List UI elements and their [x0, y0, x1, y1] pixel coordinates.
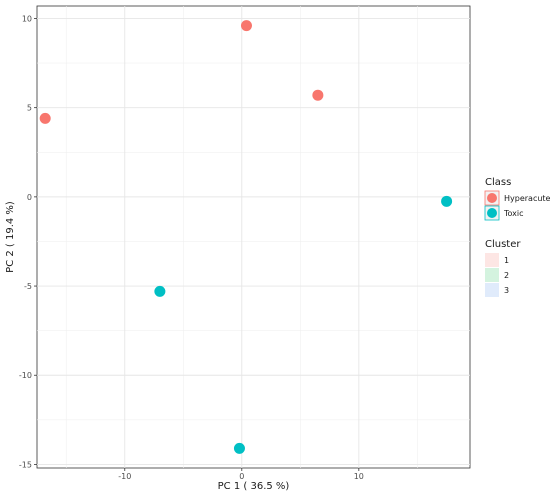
- grid-lines: [37, 6, 470, 468]
- data-point-hyperacute: [240, 20, 252, 32]
- plot-panel: [36, 5, 471, 469]
- legend-cluster-swatch: [485, 268, 499, 282]
- legend-key-dot: [487, 208, 497, 218]
- y-tick-label: -5: [24, 282, 32, 291]
- y-axis-title: PC 2 ( 19.4 %): [5, 201, 16, 273]
- y-tick-label: -10: [19, 371, 32, 380]
- legend-class: Class Hyperacute Toxic: [484, 177, 550, 221]
- data-point-toxic: [233, 442, 245, 454]
- data-points: [39, 20, 453, 454]
- x-tick-label: 10: [354, 472, 364, 481]
- legend-class-label: Hyperacute: [504, 194, 550, 203]
- y-tick-label: 0: [27, 193, 32, 202]
- legend-cluster-label: 3: [504, 286, 509, 295]
- x-axis-title: PC 1 ( 36.5 %): [218, 481, 290, 492]
- x-tick-label: -10: [118, 472, 131, 481]
- data-point-hyperacute: [312, 89, 324, 101]
- legend-cluster: Cluster 1 2 3: [485, 239, 521, 297]
- legend-cluster-swatch: [485, 253, 499, 267]
- y-tick-label: 10: [22, 14, 32, 23]
- legend-cluster-swatch: [485, 283, 499, 297]
- y-tick-label: 5: [27, 104, 32, 113]
- data-point-toxic: [154, 285, 166, 297]
- legend-class-title: Class: [485, 177, 511, 188]
- data-point-hyperacute: [39, 112, 51, 124]
- y-tick-label: -15: [19, 460, 32, 469]
- legend-cluster-label: 2: [504, 271, 509, 280]
- axis-ticks: -10 0 10 -15 -10 -5 0 5 10: [19, 14, 364, 481]
- legend-cluster-title: Cluster: [485, 239, 521, 250]
- x-tick-label: 0: [239, 472, 244, 481]
- legend-class-label: Toxic: [503, 209, 524, 218]
- legend-cluster-label: 1: [504, 256, 509, 265]
- legend-key-dot: [487, 193, 497, 203]
- data-point-toxic: [441, 195, 453, 207]
